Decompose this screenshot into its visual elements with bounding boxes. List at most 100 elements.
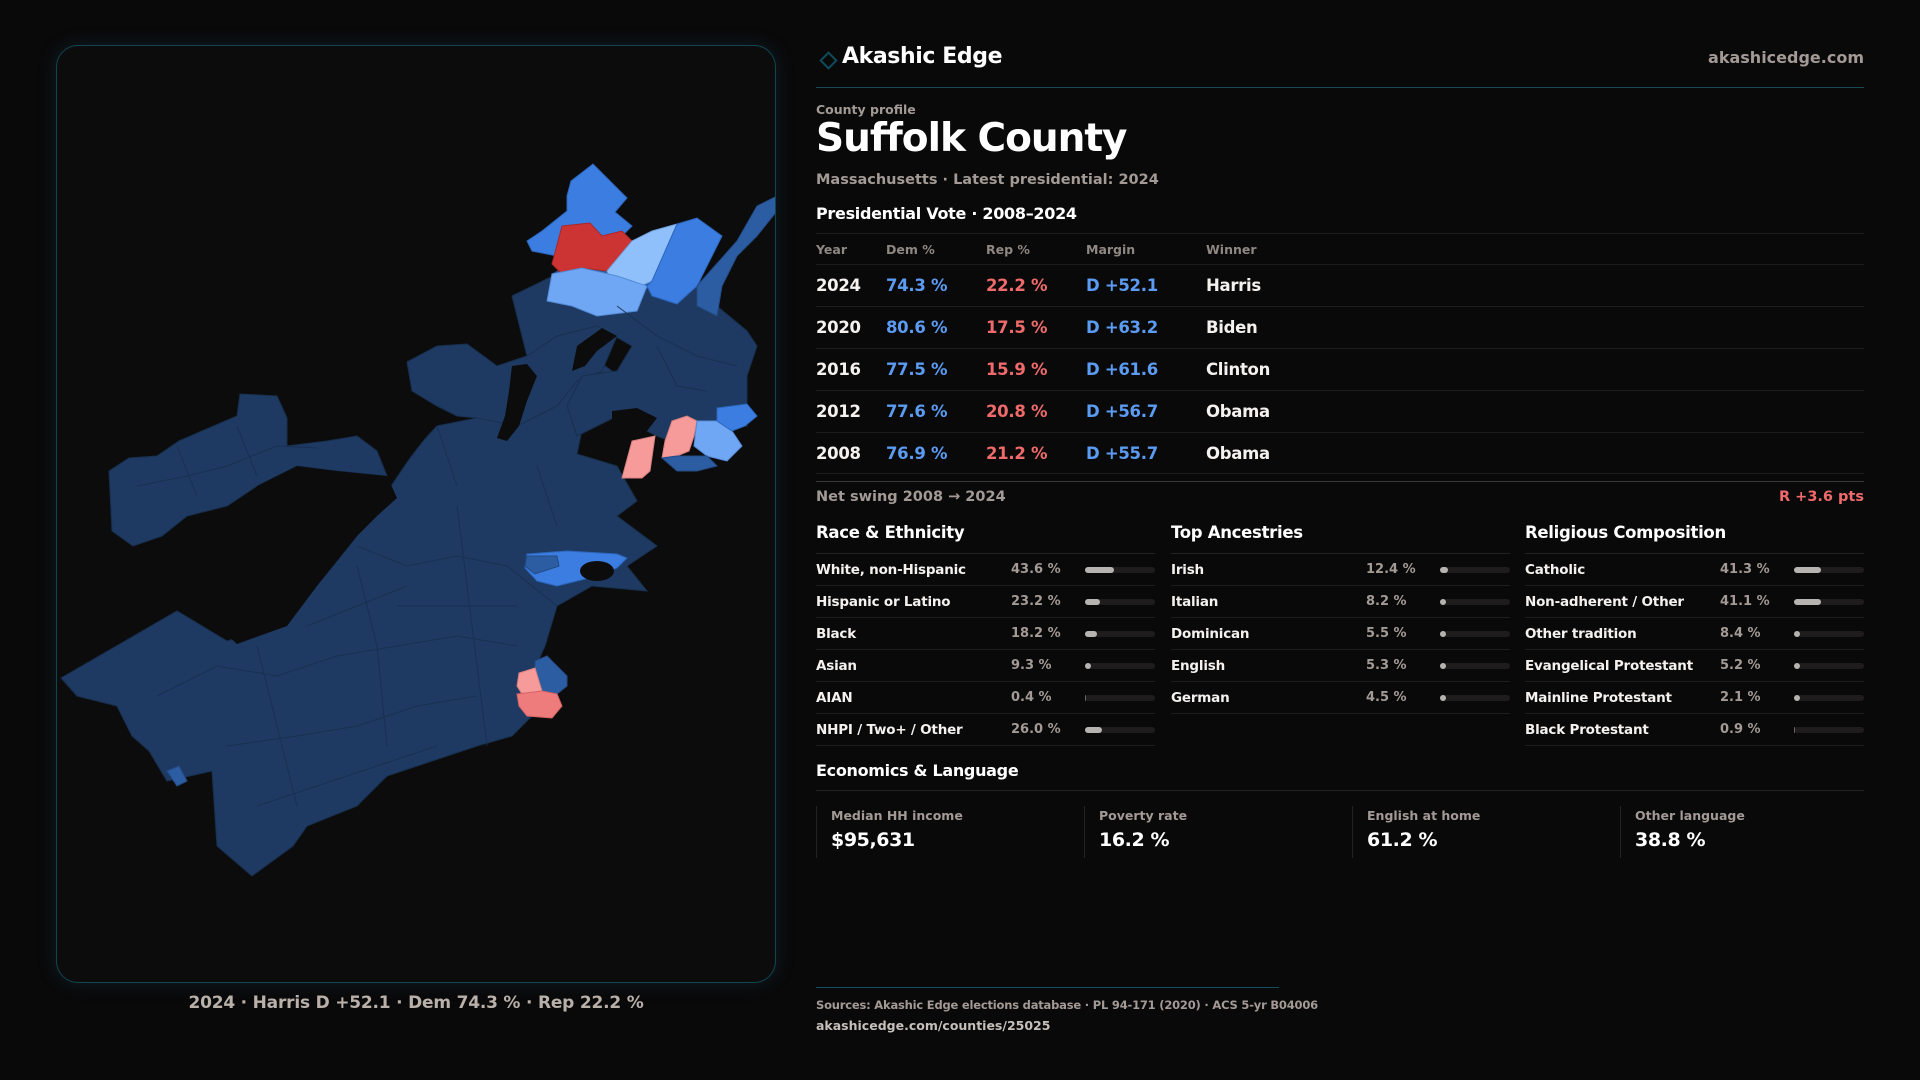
brand-header: Akashic Edge akashicedge.com — [816, 40, 1864, 88]
row-year: 2020 — [816, 318, 861, 337]
demographic-value: 23.2 % — [1011, 594, 1061, 609]
table-row[interactable]: 2020 80.6 % 17.5 % D +63.2 Biden — [816, 306, 1864, 348]
footer-sources: Sources: Akashic Edge elections database… — [816, 998, 1318, 1012]
table-row[interactable]: 2012 77.6 % 20.8 % D +56.7 Obama — [816, 390, 1864, 432]
column-header-winner[interactable]: Winner — [1206, 242, 1257, 257]
brand-url-link[interactable]: akashicedge.com — [1708, 48, 1864, 67]
map-water-castle-island — [580, 561, 614, 581]
stat-value: 61.2 % — [1367, 829, 1438, 851]
demographic-label: White, non-Hispanic — [816, 562, 966, 578]
stat-label: English at home — [1367, 808, 1481, 823]
brand-name[interactable]: Akashic Edge — [842, 44, 1003, 69]
demographic-value: 8.4 % — [1720, 626, 1761, 641]
table-row[interactable]: 2016 77.5 % 15.9 % D +61.6 Clinton — [816, 348, 1864, 390]
demographic-row: Italian 8.2 % — [1171, 586, 1510, 618]
net-swing-value: R +3.6 pts — [1778, 489, 1864, 505]
page-subtitle: Massachusetts · Latest presidential: 202… — [816, 172, 1159, 188]
map-region-airport-red[interactable] — [621, 435, 656, 479]
row-dem-pct: 76.9 % — [886, 444, 948, 463]
demographic-value: 5.5 % — [1366, 626, 1407, 641]
map-region-allston[interactable] — [108, 393, 388, 547]
demographic-label: Asian — [816, 658, 857, 674]
demographic-row: White, non-Hispanic 43.6 % — [816, 554, 1155, 586]
demographic-value: 12.4 % — [1366, 562, 1416, 577]
demographic-value: 0.9 % — [1720, 722, 1761, 737]
demographic-value: 9.3 % — [1011, 658, 1052, 673]
stat-card-median-income: Median HH income $95,631 — [816, 806, 1078, 858]
demographic-label: German — [1171, 690, 1230, 706]
stat-value: 38.8 % — [1635, 829, 1706, 851]
map-region-revere-mid[interactable] — [546, 267, 648, 317]
demographic-label: AIAN — [816, 690, 853, 706]
map-water-charles — [217, 466, 397, 644]
table-header: Year Dem % Rep % Margin Winner — [816, 233, 1864, 264]
share-bar-track — [1085, 727, 1155, 733]
stat-value: $95,631 — [831, 829, 915, 851]
row-winner: Clinton — [1206, 360, 1271, 379]
column-header-rep[interactable]: Rep % — [986, 242, 1030, 257]
demographic-label: Italian — [1171, 594, 1219, 610]
stat-label: Median HH income — [831, 808, 963, 823]
column-header-margin[interactable]: Margin — [1086, 242, 1136, 257]
demographic-row: Black 18.2 % — [816, 618, 1155, 650]
demographic-row: Non-adherent / Other 41.1 % — [1525, 586, 1864, 618]
demographic-row: Evangelical Protestant 5.2 % — [1525, 650, 1864, 682]
map-region-revere-beach[interactable] — [696, 196, 776, 317]
share-bar-track — [1794, 695, 1864, 701]
demographic-list: White, non-Hispanic 43.6 % Hispanic or Lat… — [816, 554, 1155, 746]
map-region-winthrop-edge[interactable] — [716, 403, 758, 432]
top-ancestries-section: Top Ancestries Irish 12.4 % Italian 8.2 % Do… — [1171, 522, 1510, 714]
table-row[interactable]: 2024 74.3 % 22.2 % D +52.1 Harris — [816, 264, 1864, 306]
share-bar-track — [1085, 599, 1155, 605]
share-bar-track — [1440, 567, 1510, 573]
map-region-neponset-likely-r[interactable] — [516, 690, 563, 719]
share-bar-track — [1794, 727, 1864, 733]
share-bar-fill — [1794, 727, 1795, 733]
map-region-boston[interactable] — [60, 345, 658, 877]
demographic-value: 0.4 % — [1011, 690, 1052, 705]
demographic-row: AIAN 0.4 % — [816, 682, 1155, 714]
stat-value: 16.2 % — [1099, 829, 1170, 851]
footer-url-link[interactable]: akashicedge.com/counties/25025 — [816, 1018, 1051, 1033]
demographic-label: Black Protestant — [1525, 722, 1649, 738]
share-bar-track — [1440, 695, 1510, 701]
map-region-hyde-park[interactable] — [166, 765, 188, 787]
share-bar-track — [1085, 663, 1155, 669]
precinct-map[interactable] — [56, 45, 776, 983]
demographic-value: 5.3 % — [1366, 658, 1407, 673]
column-header-dem[interactable]: Dem % — [886, 242, 935, 257]
share-bar-fill — [1085, 631, 1097, 637]
share-bar-track — [1794, 631, 1864, 637]
row-rep-pct: 20.8 % — [986, 402, 1048, 421]
stat-card-other-language: Other language 38.8 % — [1620, 806, 1882, 858]
row-margin: D +56.7 — [1086, 402, 1158, 421]
demographic-value: 4.5 % — [1366, 690, 1407, 705]
table-row[interactable]: 2008 76.9 % 21.2 % D +55.7 Obama — [816, 432, 1864, 474]
column-header-year[interactable]: Year — [816, 242, 847, 257]
demographic-label: Mainline Protestant — [1525, 690, 1672, 706]
share-bar-fill — [1440, 663, 1446, 669]
demographic-label: Catholic — [1525, 562, 1586, 578]
demographic-row: Asian 9.3 % — [816, 650, 1155, 682]
share-bar-fill — [1440, 599, 1446, 605]
row-dem-pct: 74.3 % — [886, 276, 948, 295]
row-margin: D +55.7 — [1086, 444, 1158, 463]
map-region-winthrop-red[interactable] — [661, 415, 698, 459]
map-region-winthrop-mid[interactable] — [660, 455, 718, 472]
demographic-label: Irish — [1171, 562, 1204, 578]
map-svg[interactable] — [57, 46, 776, 983]
row-dem-pct: 77.5 % — [886, 360, 948, 379]
map-tract-lines — [136, 305, 738, 807]
row-winner: Obama — [1206, 444, 1270, 463]
stat-card-poverty-rate: Poverty rate 16.2 % — [1084, 806, 1346, 858]
row-rep-pct: 21.2 % — [986, 444, 1048, 463]
row-margin: D +63.2 — [1086, 318, 1158, 337]
race-ethnicity-section: Race & Ethnicity White, non-Hispanic 43.6… — [816, 522, 1155, 746]
demographic-row: Dominican 5.5 % — [1171, 618, 1510, 650]
row-winner: Obama — [1206, 402, 1270, 421]
net-swing-label: Net swing 2008 → 2024 — [816, 489, 1006, 505]
map-region-south-boston-inner[interactable] — [524, 555, 560, 575]
map-region-revere-east[interactable] — [646, 217, 723, 305]
row-dem-pct: 77.6 % — [886, 402, 948, 421]
stat-card-english-at-home: English at home 61.2 % — [1352, 806, 1614, 858]
